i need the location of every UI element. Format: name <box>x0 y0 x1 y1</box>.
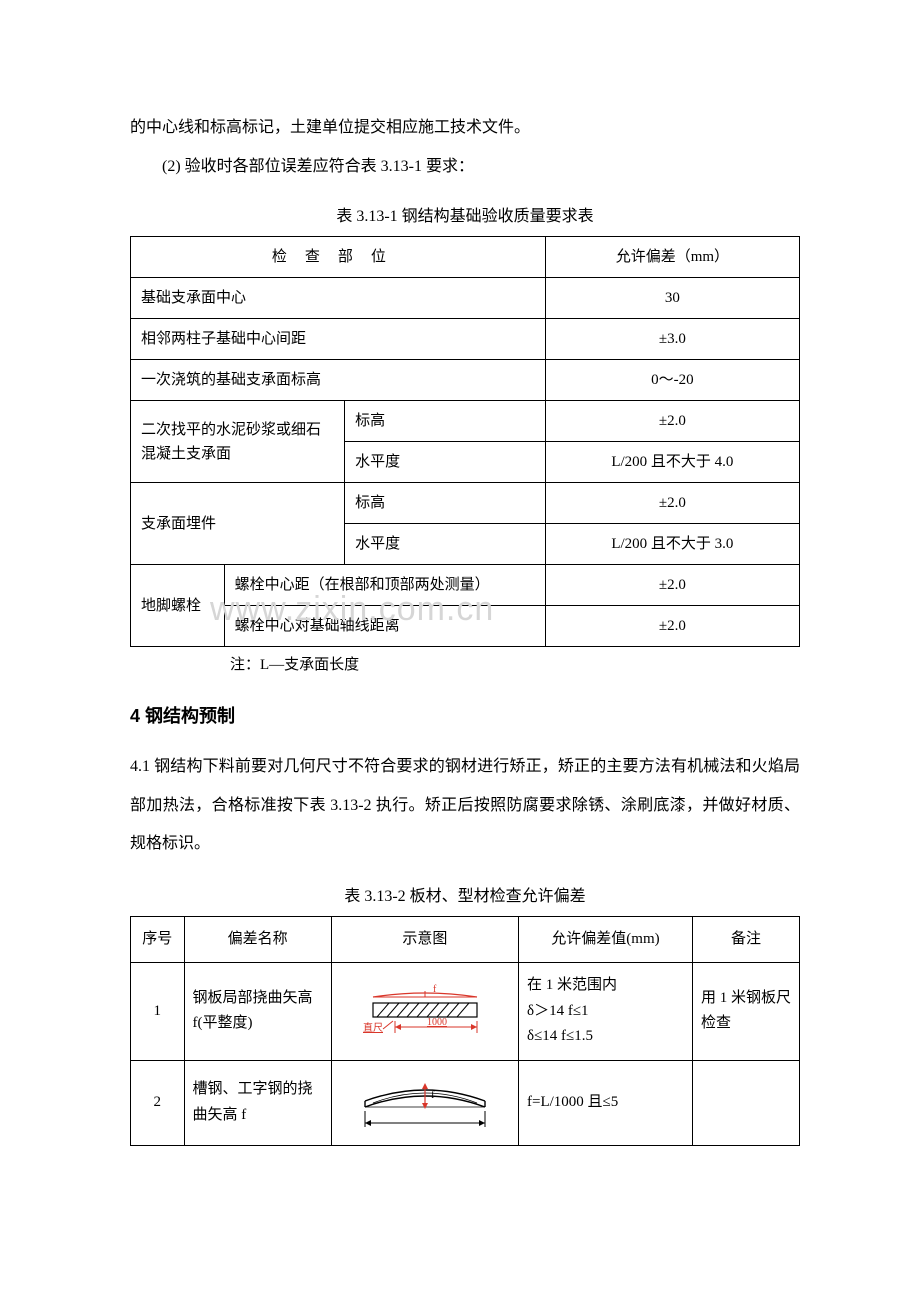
t1-r6a-sub: 螺栓中心距（在根部和顶部两处测量） <box>224 565 545 606</box>
table1-caption: 表 3.13-1 钢结构基础验收质量要求表 <box>130 202 800 226</box>
table-row: 相邻两柱子基础中心间距 ±3.0 <box>131 319 800 360</box>
t1-r4a-sub: 标高 <box>345 401 546 442</box>
t2-r1-no: 1 <box>131 963 185 1061</box>
t1-r5-group: 支承面埋件 <box>131 483 345 565</box>
intro-line-1: 的中心线和标高标记，土建单位提交相应施工技术文件。 <box>130 110 800 145</box>
t2-h-c4: 允许偏差值(mm) <box>519 916 693 963</box>
t1-r5b-val: L/200 且不大于 3.0 <box>545 524 799 565</box>
diagram2-svg: f <box>345 1071 505 1135</box>
t1-r2-label: 相邻两柱子基础中心间距 <box>131 319 546 360</box>
t1-r4b-val: L/200 且不大于 4.0 <box>545 442 799 483</box>
t2-r1-remark: 用 1 米钢板尺检查 <box>692 963 799 1061</box>
t1-r3-label: 一次浇筑的基础支承面标高 <box>131 360 546 401</box>
t1-r4-group: 二次找平的水泥砂浆或细石混凝土支承面 <box>131 401 345 483</box>
t1-r4a-val: ±2.0 <box>545 401 799 442</box>
diag1-1000: 1000 <box>427 1017 447 1028</box>
table-row: 一次浇筑的基础支承面标高 0～-20 <box>131 360 800 401</box>
t1-r1-label: 基础支承面中心 <box>131 278 546 319</box>
table-row: 1 钢板局部挠曲矢高 f(平整度) f <box>131 963 800 1061</box>
t2-r1-diagram: f <box>331 963 518 1061</box>
table2: 序号 偏差名称 示意图 允许偏差值(mm) 备注 1 钢板局部挠曲矢高 f(平整… <box>130 916 800 1146</box>
t1-r1-val: 30 <box>545 278 799 319</box>
t2-r2-remark <box>692 1060 799 1145</box>
table2-caption: 表 3.13-2 板材、型材检查允许偏差 <box>130 882 800 906</box>
t2-r1-tol: 在 1 米范围内 δ＞14 f≤1 δ≤14 f≤1.5 <box>519 963 693 1061</box>
t1-r5a-sub: 标高 <box>345 483 546 524</box>
t2-h-c2: 偏差名称 <box>184 916 331 963</box>
table-row: 地脚螺栓 螺栓中心距（在根部和顶部两处测量） ±2.0 <box>131 565 800 606</box>
t1-r5a-val: ±2.0 <box>545 483 799 524</box>
t1-r6b-sub: 螺栓中心对基础轴线距离 <box>224 606 545 647</box>
t1-r3-val: 0～-20 <box>545 360 799 401</box>
table-row: 螺栓中心对基础轴线距离 ±2.0 <box>131 606 800 647</box>
t1-r4b-sub: 水平度 <box>345 442 546 483</box>
t2-h-c1: 序号 <box>131 916 185 963</box>
t2-r1-name: 钢板局部挠曲矢高 f(平整度) <box>184 963 331 1061</box>
table-row: 二次找平的水泥砂浆或细石混凝土支承面 标高 ±2.0 <box>131 401 800 442</box>
table-row: 基础支承面中心 30 <box>131 278 800 319</box>
diag2-f: f <box>431 1089 435 1101</box>
table-row: 序号 偏差名称 示意图 允许偏差值(mm) 备注 <box>131 916 800 963</box>
t2-r2-tol: f=L/1000 且≤5 <box>519 1060 693 1145</box>
t1-note: 注：L—支承面长度 <box>230 653 800 674</box>
page: 的中心线和标高标记，土建单位提交相应施工技术文件。 (2) 验收时各部位误差应符… <box>0 0 920 1302</box>
t1-r2-val: ±3.0 <box>545 319 799 360</box>
t2-r2-diagram: f <box>331 1060 518 1145</box>
diag1-ruler: 直尺 <box>363 1021 383 1034</box>
t2-r2-no: 2 <box>131 1060 185 1145</box>
diagram1-svg: f <box>345 983 505 1039</box>
section4-body: 4.1 钢结构下料前要对几何尺寸不符合要求的钢材进行矫正，矫正的主要方法有机械法… <box>130 748 800 863</box>
t1-r6-group: 地脚螺栓 <box>131 565 225 647</box>
section4-heading: 4 钢结构预制 <box>130 702 800 728</box>
t2-r2-name: 槽钢、工字钢的挠曲矢高 f <box>184 1060 331 1145</box>
t2-h-c5: 备注 <box>692 916 799 963</box>
t1-header-left: 检查部位 <box>131 237 546 278</box>
t1-header-right: 允许偏差（mm） <box>545 237 799 278</box>
table-row: 检查部位 允许偏差（mm） <box>131 237 800 278</box>
table-row: 支承面埋件 标高 ±2.0 <box>131 483 800 524</box>
t1-r5b-sub: 水平度 <box>345 524 546 565</box>
table-row: 2 槽钢、工字钢的挠曲矢高 f f <box>131 1060 800 1145</box>
t1-r6b-val: ±2.0 <box>545 606 799 647</box>
t2-h-c3: 示意图 <box>331 916 518 963</box>
table1: 检查部位 允许偏差（mm） 基础支承面中心 30 相邻两柱子基础中心间距 ±3.… <box>130 236 800 647</box>
t1-r6a-val: ±2.0 <box>545 565 799 606</box>
intro-line-2: (2) 验收时各部位误差应符合表 3.13-1 要求： <box>130 149 800 184</box>
